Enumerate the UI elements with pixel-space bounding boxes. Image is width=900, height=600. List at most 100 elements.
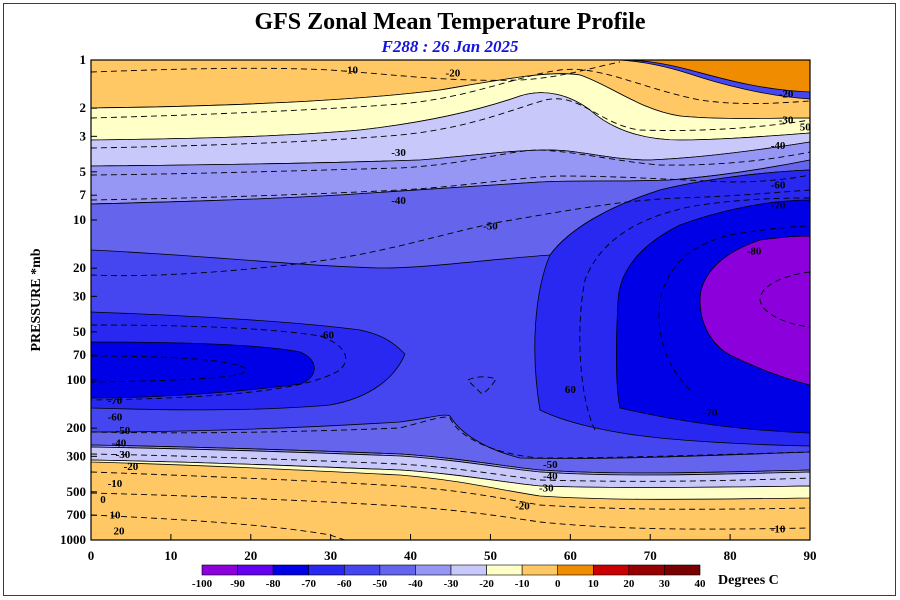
- x-tick-label: 50: [484, 548, 497, 563]
- y-tick-label: 200: [67, 420, 87, 435]
- colorbar-swatch: [272, 564, 310, 576]
- isotherm-dashed: [91, 492, 810, 530]
- contour-label: -10: [771, 524, 786, 536]
- colorbar-tick-label: -70: [301, 578, 316, 590]
- x-tick-label: 70: [644, 548, 657, 563]
- isotherm-dashed: [91, 514, 346, 540]
- contour-label: -50: [543, 459, 558, 471]
- x-tick-label: 40: [404, 548, 417, 563]
- colorbar-tick-label: -90: [230, 578, 245, 590]
- contour-label: -60: [108, 411, 123, 423]
- y-tick-label: 20: [73, 260, 86, 275]
- contour-label: -80: [747, 245, 762, 257]
- isotherm-dashed: [759, 271, 810, 328]
- isotherm-dashed: [91, 98, 810, 149]
- contour-label: -40: [112, 437, 127, 449]
- y-tick-label: 1000: [60, 532, 86, 547]
- colorbar-tick-label: -20: [479, 578, 494, 590]
- x-tick-label: 10: [164, 548, 177, 563]
- isotherm-dashed: [91, 174, 810, 201]
- contour-label: -70: [771, 199, 786, 211]
- band-minus-70: [91, 199, 810, 434]
- isotherm-dashed: [658, 225, 810, 391]
- plot-border: [90, 59, 811, 541]
- x-tick-label: 20: [244, 548, 257, 563]
- y-tick-label: 10: [73, 212, 86, 227]
- y-tick-label: 2: [80, 100, 87, 115]
- contour-label: -70: [703, 407, 718, 419]
- contour-label: -20: [779, 89, 794, 101]
- contour-label: 50: [800, 121, 812, 133]
- colorbar-tick-label: 20: [623, 578, 635, 590]
- colorbar-swatch: [308, 564, 345, 576]
- contour-label: -30: [779, 114, 794, 126]
- y-tick-label: 7: [80, 187, 87, 202]
- isotherm-dashed: [91, 471, 810, 510]
- contour-label: -50: [116, 425, 131, 437]
- chart-subtitle: F288 : 26 Jan 2025: [381, 37, 519, 56]
- isotherm-dashed: [91, 68, 810, 119]
- colorbar-swatch: [557, 564, 594, 576]
- band-minus-80: [699, 235, 810, 386]
- colorbar-swatch: [343, 564, 381, 576]
- colorbar-tick-label: -80: [266, 578, 281, 590]
- x-tick-label: 80: [724, 548, 737, 563]
- colorbar-swatch: [664, 564, 701, 576]
- isotherm-dashed: [91, 61, 621, 81]
- x-axis-ticks: 0 10 20 30 40 50 60 70 80 90: [88, 534, 817, 563]
- contour-label: -30: [391, 147, 406, 159]
- colorbar-unit-label: Degrees C: [718, 573, 779, 588]
- contour-label: 60: [565, 384, 577, 396]
- y-tick-label: 500: [67, 484, 87, 499]
- contour-label: -60: [319, 330, 334, 342]
- isotherm-dashed: [91, 355, 247, 383]
- colorbar-swatch: [486, 564, 523, 576]
- isotherm-dashed: [91, 453, 810, 482]
- contour-label: -30: [539, 483, 554, 495]
- colorbar-tick-label: -50: [373, 578, 388, 590]
- y-axis-label: PRESSURE *mb: [29, 248, 44, 351]
- colorbar-tick-label: -30: [444, 578, 459, 590]
- y-tick-label: 30: [73, 288, 86, 303]
- y-tick-label: 3: [80, 128, 87, 143]
- contour-label: -50: [483, 220, 498, 232]
- chart-frame: [3, 3, 896, 596]
- contour-label: -60: [771, 180, 786, 192]
- x-tick-label: 0: [88, 548, 95, 563]
- colorbar-tick-label: -60: [337, 578, 352, 590]
- x-tick-label: 30: [324, 548, 337, 563]
- contour-label: -20: [124, 461, 139, 473]
- colorbar-tick-label: 10: [588, 578, 600, 590]
- contour-label: 10: [109, 510, 121, 522]
- contour-label: -40: [543, 470, 558, 482]
- contour-label: -40: [391, 195, 406, 207]
- contour-label: -10: [343, 65, 358, 77]
- colorbar-swatch: [592, 564, 630, 576]
- isotherm-dashed: [467, 376, 497, 395]
- y-tick-label: 300: [67, 448, 87, 463]
- y-tick-label: 70: [73, 347, 86, 362]
- colorbar-tick-label: -40: [408, 578, 423, 590]
- y-tick-label: 1: [80, 52, 87, 67]
- isotherm-dashed: [91, 149, 810, 176]
- colorbar-swatch: [450, 564, 487, 576]
- colorbar-swatch: [237, 564, 274, 576]
- contour-labels: -10 -20-20-3050-40-30-60-70-40-50-80-6060…: [100, 65, 812, 538]
- y-tick-label: 700: [67, 507, 87, 522]
- contour-label: 20: [113, 526, 125, 538]
- y-tick-label: 50: [73, 324, 86, 339]
- y-axis-ticks: 1 2 3 5 7 10 20 30 50 70 100 200 300 500 700 1000: [60, 52, 97, 547]
- temperature-band: [91, 459, 810, 500]
- colorbar-tick-label: 40: [695, 578, 707, 590]
- contour-plot-area: -10 -20-20-3050-40-30-60-70-40-50-80-6060…: [91, 60, 812, 540]
- colorbar-swatch: [415, 564, 452, 576]
- isotherm-dashed: [91, 324, 346, 401]
- x-tick-label: 60: [564, 548, 577, 563]
- contour-label: 0: [100, 494, 106, 506]
- colorbar-tick-label: -10: [515, 578, 530, 590]
- chart-title: GFS Zonal Mean Temperature Profile: [254, 9, 645, 35]
- contour-label: -20: [515, 501, 530, 513]
- contour-label: -20: [446, 68, 461, 80]
- x-tick-label: 90: [804, 548, 817, 563]
